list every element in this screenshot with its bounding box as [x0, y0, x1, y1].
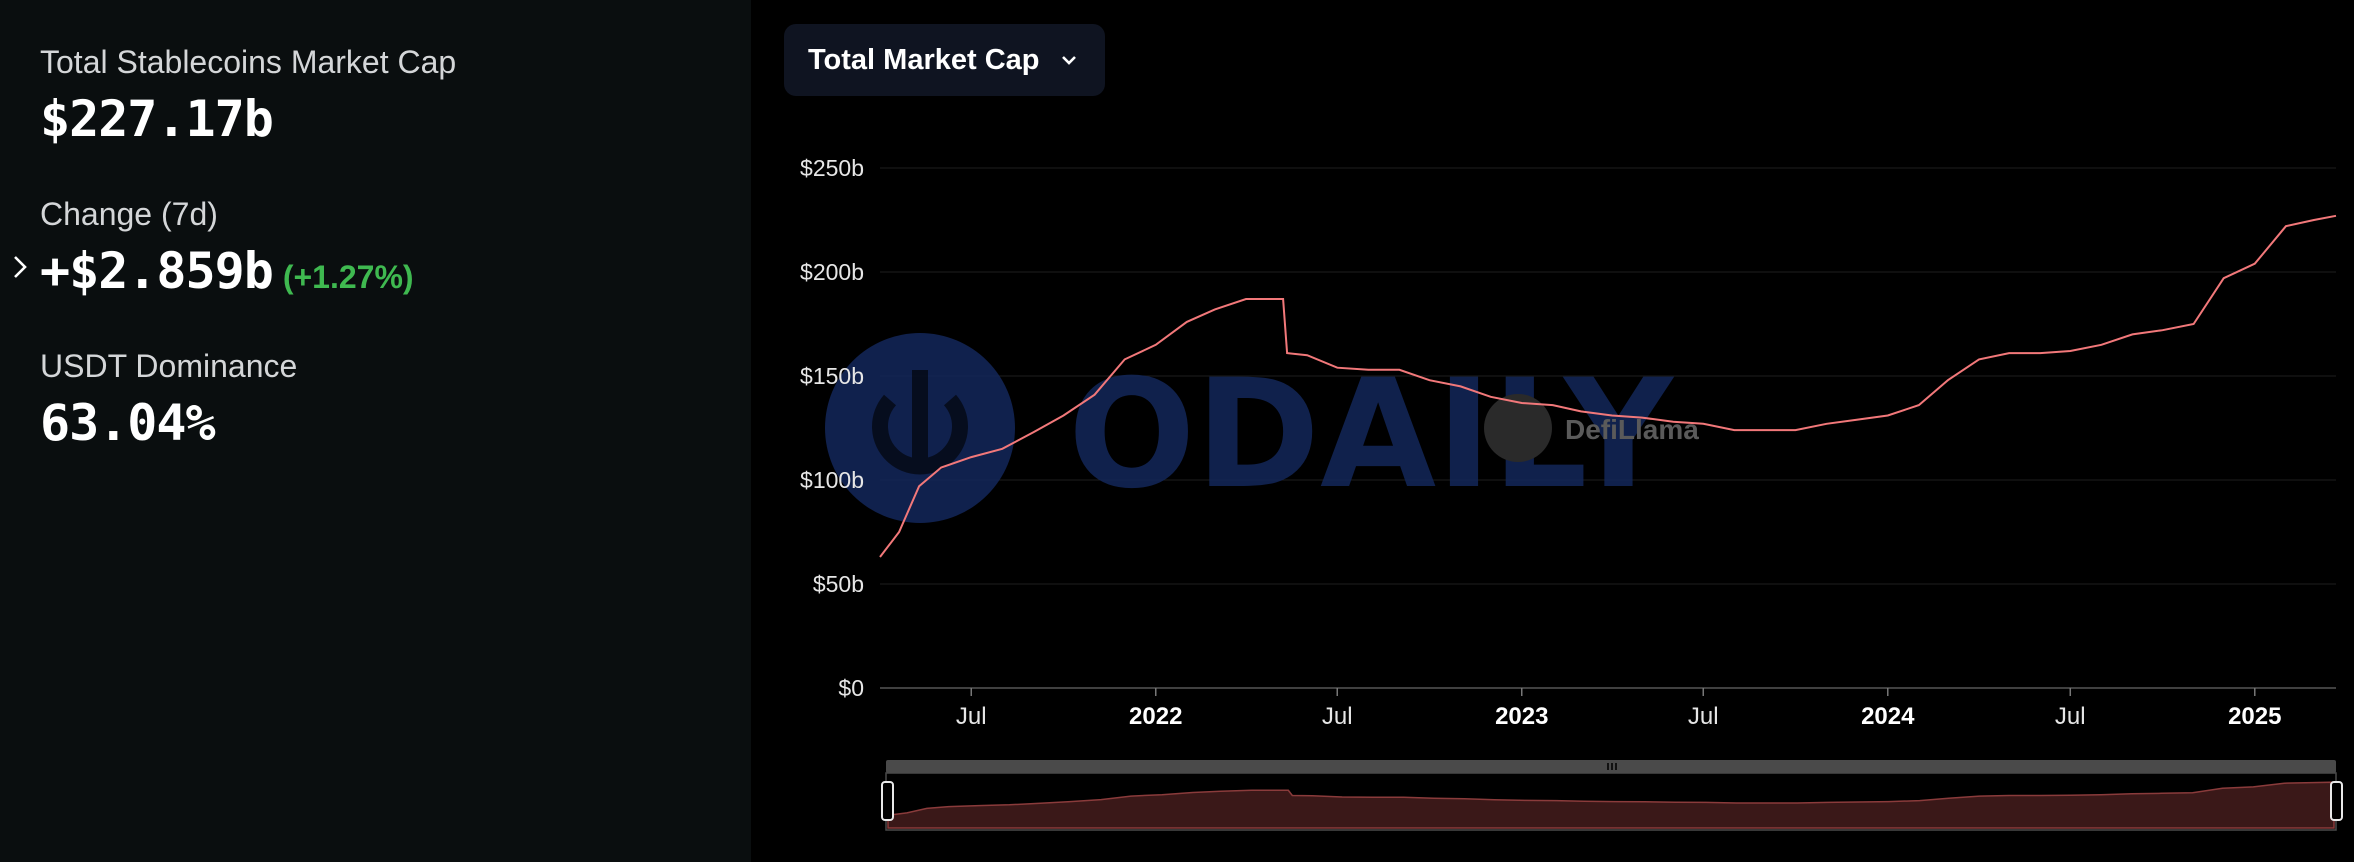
usdt-dominance-value: 63.04%	[40, 394, 216, 452]
metric-select-dropdown[interactable]: Total Market Cap	[784, 24, 1105, 96]
x-axis: Jul 2022 Jul 2023 Jul 2024 Jul 2025	[956, 688, 2281, 730]
brush-handle-left[interactable]	[881, 781, 894, 821]
grid-lines	[880, 167, 2336, 689]
brush-handle-right[interactable]	[2330, 781, 2343, 821]
x-tick-label: 2025	[2228, 703, 2281, 730]
y-tick-label: $150b	[800, 363, 864, 389]
chart-panel	[751, 0, 2354, 862]
brush-preview-area	[887, 781, 2335, 829]
change-7d-amount: +$2.859b	[40, 242, 274, 300]
x-tick-label: Jul	[2055, 703, 2086, 730]
x-tick-label: Jul	[1322, 703, 1353, 730]
change-7d-value: +$2.859b (+1.27%)	[40, 242, 414, 300]
chevron-right-icon[interactable]	[8, 252, 32, 282]
odaily-logo-mark	[872, 370, 968, 475]
x-tick-label: 2024	[1861, 703, 1915, 730]
x-tick-label: Jul	[1688, 703, 1719, 730]
y-tick-label: $250b	[800, 155, 864, 181]
odaily-watermark: ODAILY	[825, 333, 1675, 523]
x-tick-label: Jul	[956, 703, 987, 730]
range-brush[interactable]	[881, 760, 2343, 831]
defillama-watermark-text: DefiLlama	[1565, 414, 1699, 445]
y-tick-label: $100b	[800, 467, 864, 493]
change-7d-label: Change (7d)	[40, 196, 218, 232]
defillama-logo-icon	[1484, 394, 1552, 462]
total-mcap-label: Total Stablecoins Market Cap	[40, 44, 457, 80]
chevron-down-icon	[1061, 56, 1076, 65]
stats-panel	[0, 0, 751, 862]
y-tick-label: $50b	[813, 571, 864, 597]
metric-select-label: Total Market Cap	[808, 43, 1040, 76]
usdt-dominance-label: USDT Dominance	[40, 348, 298, 384]
y-axis: $0 $50b $100b $150b $200b $250b	[800, 155, 864, 701]
x-tick-label: 2023	[1495, 703, 1548, 730]
y-tick-label: $200b	[800, 259, 864, 285]
market-cap-line	[879, 214, 2337, 558]
y-tick-label: $0	[838, 675, 864, 701]
change-7d-percent: (+1.27%)	[282, 259, 414, 295]
odaily-watermark-text: ODAILY	[1068, 348, 1675, 522]
defillama-watermark: DefiLlama	[1484, 394, 1699, 462]
total-mcap-value: $227.17b	[40, 90, 274, 148]
x-tick-label: 2022	[1129, 703, 1182, 730]
brush-grip-icon[interactable]	[1607, 763, 1617, 770]
